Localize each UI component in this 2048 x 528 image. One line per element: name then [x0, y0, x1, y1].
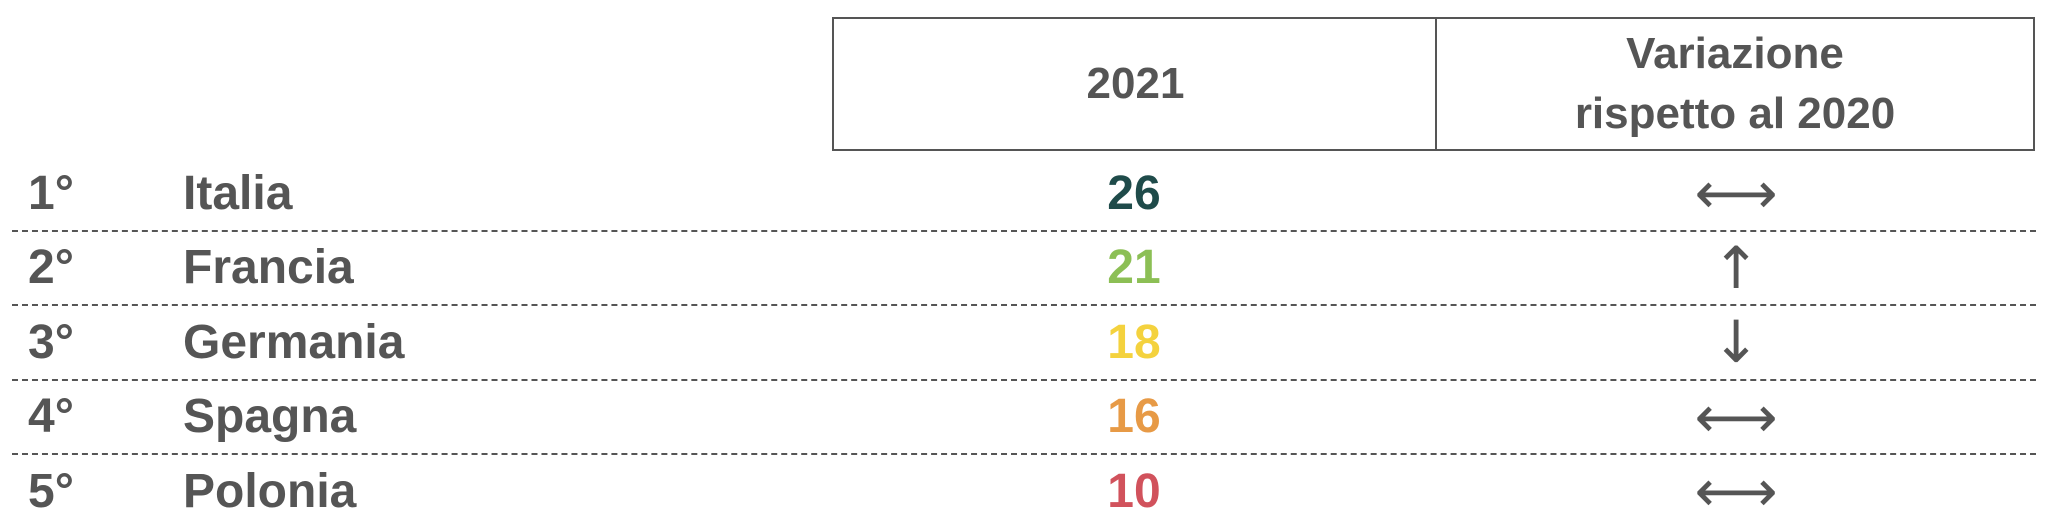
change-arrow: ↓: [1711, 308, 1761, 377]
rank: 4°: [28, 390, 74, 444]
row-separator: [12, 453, 2036, 456]
change-arrow: ⟷: [1694, 457, 1778, 526]
rank: 1°: [28, 166, 74, 220]
country: Spagna: [183, 390, 357, 444]
value: 10: [1107, 464, 1161, 518]
value: 18: [1107, 315, 1161, 369]
header-cell: 2021: [832, 17, 1437, 151]
row-separator: [12, 229, 2036, 232]
row-separator: [12, 378, 2036, 381]
rank: 5°: [28, 464, 74, 518]
row-separator: [12, 304, 2036, 307]
country: Italia: [183, 166, 293, 220]
change-arrow: ⟷: [1694, 382, 1778, 451]
value: 26: [1107, 166, 1161, 220]
change-arrow: ↑: [1711, 233, 1761, 302]
rank: 3°: [28, 315, 74, 369]
rank: 2°: [28, 241, 74, 295]
header-cell: Variazione rispetto al 2020: [1435, 17, 2035, 151]
country: Polonia: [183, 464, 357, 518]
country: Germania: [183, 315, 405, 369]
change-arrow: ⟷: [1694, 159, 1778, 227]
value: 16: [1107, 390, 1161, 444]
value: 21: [1107, 241, 1161, 295]
country: Francia: [183, 241, 354, 295]
